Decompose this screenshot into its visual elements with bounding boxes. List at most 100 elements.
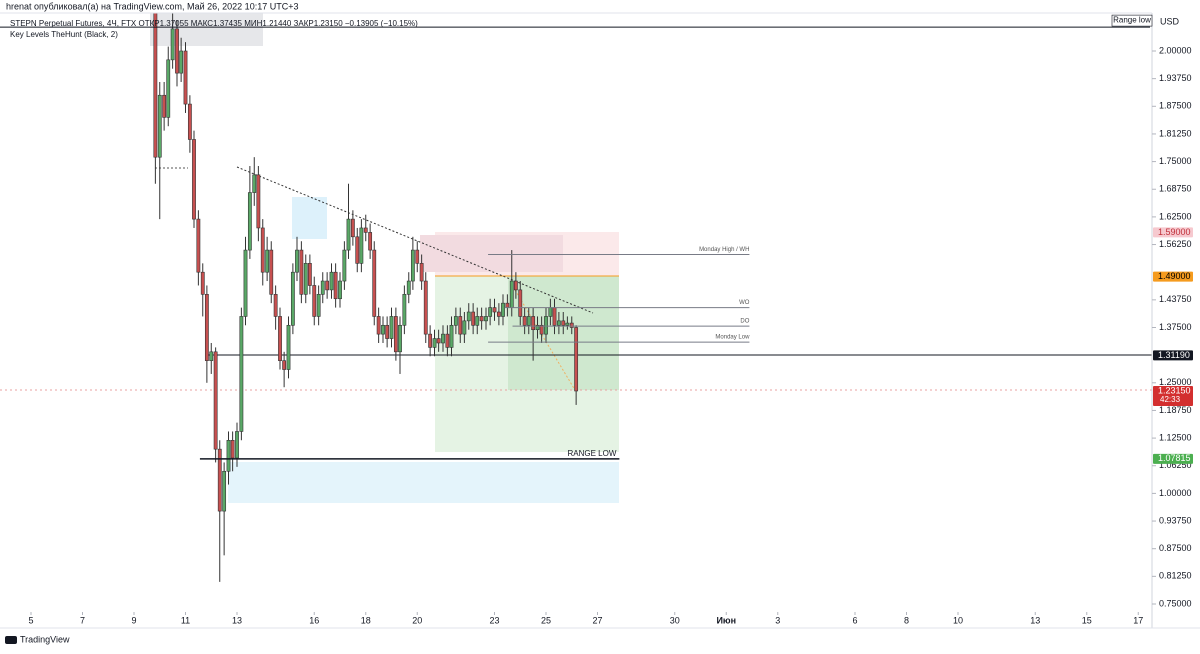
y-tick-label: 1.93750 (1159, 73, 1192, 83)
candle-body (170, 28, 175, 61)
y-tick-label: 1.18750 (1159, 405, 1192, 415)
publisher: hrenat опубликовал(а) на TradingView.com… (6, 1, 298, 11)
candle-body (213, 351, 218, 450)
candle-body (204, 294, 209, 361)
price-tag (1153, 385, 1193, 406)
candle-body (196, 218, 201, 273)
blue-box (292, 197, 327, 239)
candle-body (166, 59, 171, 118)
x-tick-label: 20 (412, 615, 422, 625)
candle-body (561, 320, 566, 326)
candle-body (539, 324, 544, 335)
candle-body (239, 316, 244, 432)
y-tick-label: 1.00000 (1159, 488, 1192, 498)
x-tick-label: 3 (775, 615, 780, 625)
candle-body (226, 440, 231, 472)
x-tick-label: 18 (361, 615, 371, 625)
candle-body (187, 103, 192, 140)
candle-body (556, 320, 561, 326)
candle-body (273, 294, 278, 317)
candle-body (393, 316, 398, 353)
candle-body (329, 271, 334, 291)
level-label: Monday High / WH (699, 247, 749, 253)
candle-body (398, 324, 402, 353)
candles (153, 13, 579, 582)
x-tick-label: 11 (181, 615, 190, 625)
candle-body (342, 249, 347, 282)
y-tick-label: 0.93750 (1159, 515, 1192, 525)
currency: USD (1160, 16, 1180, 26)
x-tick-label: 15 (1082, 615, 1092, 625)
x-tick-label: 30 (670, 615, 680, 625)
level-label: Monday Low (715, 335, 750, 341)
x-tick-label: 10 (953, 615, 963, 625)
candle-body (333, 271, 338, 300)
candle-body (565, 322, 570, 326)
candle-body (496, 311, 501, 317)
candle-body (265, 249, 270, 273)
candle-body (488, 307, 493, 317)
candle-body (260, 227, 265, 273)
candle-body (363, 227, 368, 233)
price-tag (1153, 227, 1193, 238)
candle-body (247, 192, 252, 251)
candle-body (552, 307, 557, 326)
candle-body (466, 311, 471, 322)
candle-body (445, 333, 450, 348)
x-tick-label: 16 (309, 615, 319, 625)
candle-body (544, 316, 548, 335)
indicator: Key Levels TheHunt (Black, 2) (10, 30, 118, 39)
candle-body (355, 236, 360, 264)
brand: TradingView (20, 634, 70, 644)
candle-body (372, 249, 377, 317)
price-tag (1153, 271, 1193, 282)
candle-body (376, 316, 381, 335)
y-tick-label: 1.37500 (1159, 322, 1192, 332)
candle-body (535, 324, 540, 331)
x-tick-label: Июн (716, 615, 736, 625)
candle-body (179, 50, 184, 74)
x-tick-label: 7 (80, 615, 85, 625)
price-tag-label: 1.49000 (1158, 271, 1191, 281)
candle-body (320, 280, 325, 295)
candle-body (256, 174, 261, 229)
y-tick-label: 0.81250 (1159, 571, 1192, 581)
x-tick-label: 13 (232, 615, 242, 625)
candle-body (518, 289, 523, 317)
y-tick-label: 1.75000 (1159, 156, 1192, 166)
candle-body (286, 324, 291, 370)
candle-body (484, 316, 488, 322)
x-tick-label: 8 (904, 615, 909, 625)
y-tick-label: 0.75000 (1159, 598, 1192, 608)
price-tag (1153, 350, 1193, 361)
candle-body (574, 327, 579, 392)
x-tick-label: 9 (131, 615, 136, 625)
x-tick-label: 25 (541, 615, 551, 625)
candle-body (157, 94, 162, 158)
x-tick-label: 6 (852, 615, 857, 625)
price-tag-label: 1.31190 (1158, 350, 1190, 360)
candle-body (350, 218, 355, 238)
candle-body (230, 440, 235, 459)
candle-body (475, 316, 480, 326)
candle-body (423, 280, 428, 335)
candle-body (269, 249, 274, 295)
level-label: Range low (1113, 16, 1151, 25)
candle-body (278, 316, 282, 361)
candle-body (307, 263, 312, 286)
candle-body (243, 249, 248, 317)
y-tick-label: 0.87500 (1159, 543, 1192, 553)
price-tag-label: 1.23150 (1158, 385, 1191, 395)
x-tick-label: 13 (1030, 615, 1040, 625)
candle-body (453, 316, 458, 326)
price-tag-label: 1.59000 (1158, 227, 1191, 237)
candle-body (389, 316, 394, 339)
projection-line (514, 289, 576, 391)
candle-body (436, 338, 441, 344)
y-tick-label: 1.43750 (1159, 294, 1192, 304)
candle-body (368, 232, 373, 251)
candle-body (471, 311, 476, 326)
trend-line (236, 166, 594, 314)
candle-body (303, 263, 308, 295)
